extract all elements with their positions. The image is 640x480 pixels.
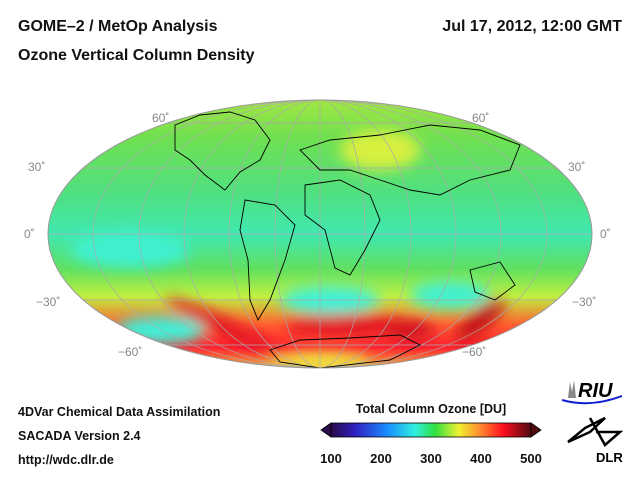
lat-label-60n-left: 60˚ xyxy=(152,111,169,125)
coastlines xyxy=(174,111,521,368)
graticule xyxy=(48,100,592,368)
footer-method: 4DVar Chemical Data Assimilation xyxy=(18,405,221,419)
figure-subtitle: Ozone Vertical Column Density xyxy=(18,47,255,64)
riu-logo: RIU xyxy=(561,380,623,405)
lat-label-30s-right: −30˚ xyxy=(572,295,596,309)
figure-title: GOME–2 / MetOp Analysis xyxy=(18,18,218,35)
colorbar-over-arrow xyxy=(530,422,542,438)
lat-label-60n-right: 60˚ xyxy=(472,111,489,125)
colorbar xyxy=(320,422,542,438)
lat-label-60s-left: −60˚ xyxy=(118,345,142,359)
footer-url[interactable]: http://wdc.dlr.de xyxy=(18,453,114,467)
lat-label-30n-left: 30˚ xyxy=(28,160,45,174)
colorbar-tick: 500 xyxy=(520,451,542,466)
lat-label-eq-right: 0˚ xyxy=(600,227,611,241)
colorbar-tick: 300 xyxy=(420,451,442,466)
latitude-labels: 60˚ 60˚ 30˚ 30˚ 0˚ 0˚ −30˚ −30˚ −60˚ −60… xyxy=(24,111,611,359)
colorbar-gradient xyxy=(330,422,532,438)
svg-text:DLR: DLR xyxy=(596,450,623,465)
map-border xyxy=(47,99,593,369)
footer-version: SACADA Version 2.4 xyxy=(18,429,141,443)
colorbar-tick: 400 xyxy=(470,451,492,466)
lat-label-30n-right: 30˚ xyxy=(568,160,585,174)
lat-label-30s-left: −30˚ xyxy=(36,295,60,309)
colorbar-tick: 100 xyxy=(320,451,342,466)
ozone-field xyxy=(48,100,592,368)
colorbar-under-arrow xyxy=(320,422,332,438)
colorbar-title: Total Column Ozone [DU] xyxy=(355,402,507,416)
svg-text:RIU: RIU xyxy=(578,380,613,402)
lat-label-eq-left: 0˚ xyxy=(24,227,35,241)
colorbar-tick: 200 xyxy=(370,451,392,466)
dlr-logo: DLR xyxy=(567,416,624,465)
figure-datetime: Jul 17, 2012, 12:00 GMT xyxy=(442,18,622,35)
lat-label-60s-right: −60˚ xyxy=(462,345,486,359)
